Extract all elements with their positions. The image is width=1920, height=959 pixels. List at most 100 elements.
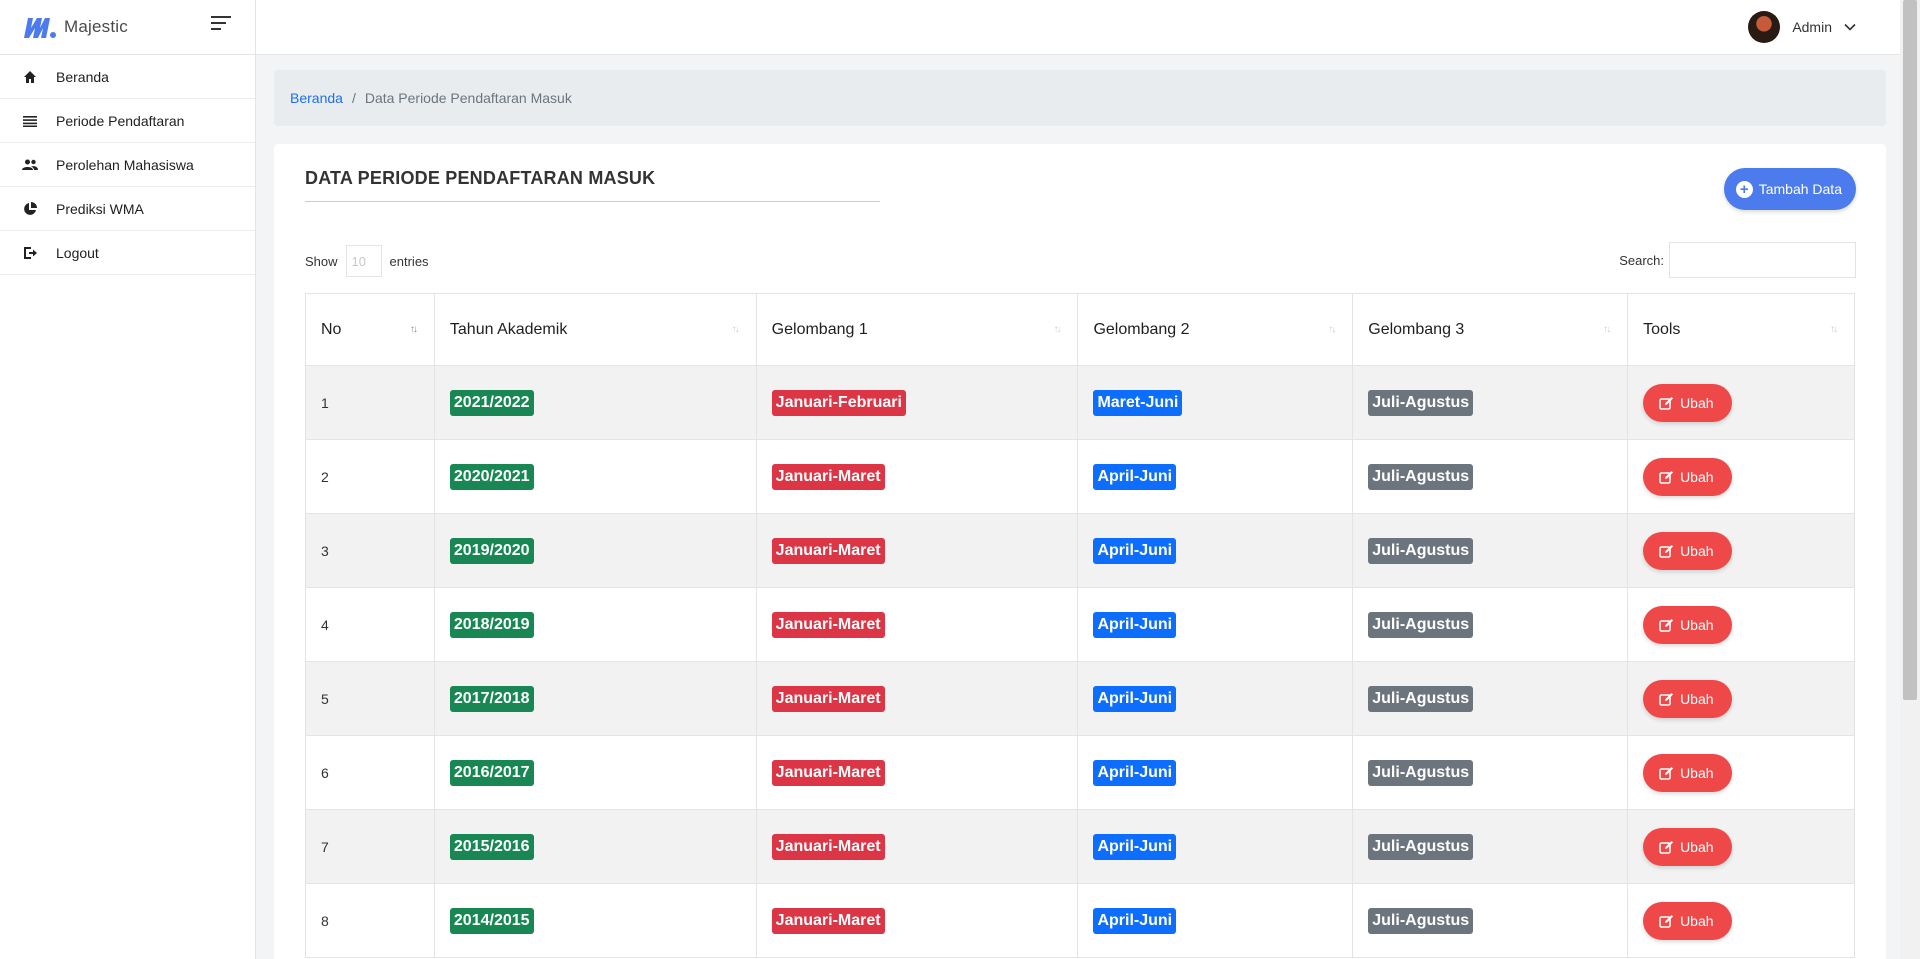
ubah-button[interactable]: Ubah (1643, 457, 1732, 496)
cell-no: 1 (305, 365, 435, 440)
table-row: 1 2021/2022 Januari-Februari Maret-Juni Juli… (305, 365, 1855, 440)
ubah-button[interactable]: Ubah (1643, 679, 1732, 718)
tahun-badge: 2019/2020 (449, 537, 534, 564)
cell-gelombang-2: April-Juni (1077, 587, 1354, 662)
cell-gelombang-1: Januari-Maret (755, 513, 1079, 588)
column-header-tahun-akademik[interactable]: Tahun Akademik ↑↓ (433, 293, 757, 366)
cell-gelombang-1: Januari-Maret (755, 587, 1079, 662)
tahun-badge: 2015/2016 (449, 833, 534, 860)
edit-icon (1659, 396, 1674, 410)
cell-no: 4 (305, 587, 435, 662)
ubah-button[interactable]: Ubah (1643, 827, 1732, 866)
cell-gelombang-2: April-Juni (1077, 883, 1354, 958)
ubah-button[interactable]: Ubah (1643, 753, 1732, 792)
add-data-label: Tambah Data (1758, 181, 1842, 197)
cell-tools: Ubah (1627, 809, 1855, 884)
ubah-button[interactable]: Ubah (1643, 531, 1732, 570)
sidebar-toggle-icon[interactable] (211, 16, 233, 34)
page-title: DATA PERIODE PENDAFTARAN MASUK (305, 168, 656, 188)
column-header-gelombang-3[interactable]: Gelombang 3 ↑↓ (1352, 293, 1629, 366)
breadcrumb-current: Data Periode Pendaftaran Masuk (364, 90, 572, 106)
gelombang-2-badge: Maret-Juni (1093, 389, 1183, 416)
ubah-button[interactable]: Ubah (1643, 605, 1732, 644)
cell-no: 5 (305, 661, 435, 736)
column-header-no[interactable]: No ↑↓ (305, 293, 435, 366)
chevron-down-icon (1844, 23, 1856, 31)
add-data-button[interactable]: + Tambah Data (1723, 168, 1856, 210)
cell-tools: Ubah (1627, 735, 1855, 810)
brand-logo-icon (24, 18, 56, 38)
sidebar-item-periode-pendaftaran[interactable]: Periode Pendaftaran (0, 99, 255, 143)
column-header-tools[interactable]: Tools ↑↓ (1627, 293, 1855, 366)
edit-icon (1659, 840, 1674, 854)
cell-gelombang-1: Januari-Maret (755, 809, 1079, 884)
cell-tools: Ubah (1627, 587, 1855, 662)
cell-gelombang-3: Juli-Agustus (1352, 735, 1629, 810)
tahun-badge: 2021/2022 (449, 389, 534, 416)
edit-icon (1659, 544, 1674, 558)
brand[interactable]: Majestic (0, 0, 255, 55)
scrollbar-thumb[interactable] (1903, 0, 1917, 700)
gelombang-3-badge: Juli-Agustus (1368, 685, 1474, 712)
pie-chart-icon (22, 201, 38, 217)
sidebar-item-prediksi-wma[interactable]: Prediksi WMA (0, 187, 255, 231)
search-control: Search: (1619, 242, 1856, 278)
breadcrumb: Beranda / Data Periode Pendaftaran Masuk (274, 70, 1886, 126)
cell-tools: Ubah (1627, 883, 1855, 958)
cell-gelombang-3: Juli-Agustus (1352, 883, 1629, 958)
cell-tools: Ubah (1627, 661, 1855, 736)
users-icon (22, 157, 38, 173)
table-row: 2 2020/2021 Januari-Maret April-Juni Juli-Ag… (305, 439, 1855, 514)
gelombang-3-badge: Juli-Agustus (1368, 907, 1474, 934)
breadcrumb-home-link[interactable]: Beranda (290, 90, 343, 106)
gelombang-1-badge: Januari-Maret (771, 685, 885, 712)
cell-gelombang-2: April-Juni (1077, 439, 1354, 514)
edit-icon (1659, 914, 1674, 928)
column-header-gelombang-2[interactable]: Gelombang 2 ↑↓ (1077, 293, 1354, 366)
table-body: 1 2021/2022 Januari-Februari Maret-Juni Juli… (305, 365, 1855, 958)
sidebar-item-label: Logout (56, 244, 99, 261)
cell-tahun-akademik: 2020/2021 (433, 439, 757, 514)
gelombang-1-badge: Januari-Februari (771, 389, 906, 416)
gelombang-1-badge: Januari-Maret (771, 907, 885, 934)
sidebar-item-perolehan-mahasiswa[interactable]: Perolehan Mahasiswa (0, 143, 255, 187)
table-row: 6 2016/2017 Januari-Maret April-Juni Juli-Ag… (305, 735, 1855, 810)
ubah-label: Ubah (1680, 542, 1714, 559)
table-header-row: No ↑↓ Tahun Akademik ↑↓ Gelombang 1 ↑↓ Gelo… (305, 293, 1855, 366)
tahun-badge: 2020/2021 (449, 463, 534, 490)
cell-gelombang-3: Juli-Agustus (1352, 809, 1629, 884)
cell-no: 2 (305, 439, 435, 514)
brand-name: Majestic (64, 17, 128, 36)
list-icon (22, 113, 38, 129)
entries-select[interactable]: 10 (345, 245, 382, 277)
cell-tahun-akademik: 2018/2019 (433, 587, 757, 662)
gelombang-3-badge: Juli-Agustus (1368, 463, 1474, 490)
ubah-button[interactable]: Ubah (1643, 901, 1732, 940)
cell-gelombang-3: Juli-Agustus (1352, 513, 1629, 588)
cell-gelombang-3: Juli-Agustus (1352, 439, 1629, 514)
data-card: DATA PERIODE PENDAFTARAN MASUK + Tambah … (274, 144, 1886, 959)
gelombang-3-badge: Juli-Agustus (1368, 759, 1474, 786)
user-menu[interactable]: Admin (1748, 11, 1856, 43)
cell-gelombang-2: April-Juni (1077, 809, 1354, 884)
show-label: Show (305, 253, 338, 269)
table-row: 4 2018/2019 Januari-Maret April-Juni Juli-Ag… (305, 587, 1855, 662)
search-input[interactable] (1669, 242, 1856, 278)
cell-tahun-akademik: 2021/2022 (433, 365, 757, 440)
column-header-gelombang-1[interactable]: Gelombang 1 ↑↓ (755, 293, 1079, 366)
ubah-label: Ubah (1680, 912, 1714, 929)
gelombang-3-badge: Juli-Agustus (1368, 611, 1474, 638)
ubah-button[interactable]: Ubah (1643, 383, 1732, 422)
sidebar-item-beranda[interactable]: Beranda (0, 55, 255, 99)
page-scrollbar[interactable] (1900, 0, 1920, 959)
entries-length-control: Show 10 entries (305, 245, 429, 277)
gelombang-2-badge: April-Juni (1093, 685, 1177, 712)
entries-label: entries (389, 253, 429, 269)
sidebar-item-logout[interactable]: Logout (0, 231, 255, 275)
table-row: 7 2015/2016 Januari-Maret April-Juni Juli-Ag… (305, 809, 1855, 884)
cell-gelombang-2: April-Juni (1077, 735, 1354, 810)
sort-icon: ↑↓ (1328, 324, 1336, 335)
cell-no: 3 (305, 513, 435, 588)
sidebar-item-label: Periode Pendaftaran (56, 112, 185, 129)
cell-tahun-akademik: 2016/2017 (433, 735, 757, 810)
